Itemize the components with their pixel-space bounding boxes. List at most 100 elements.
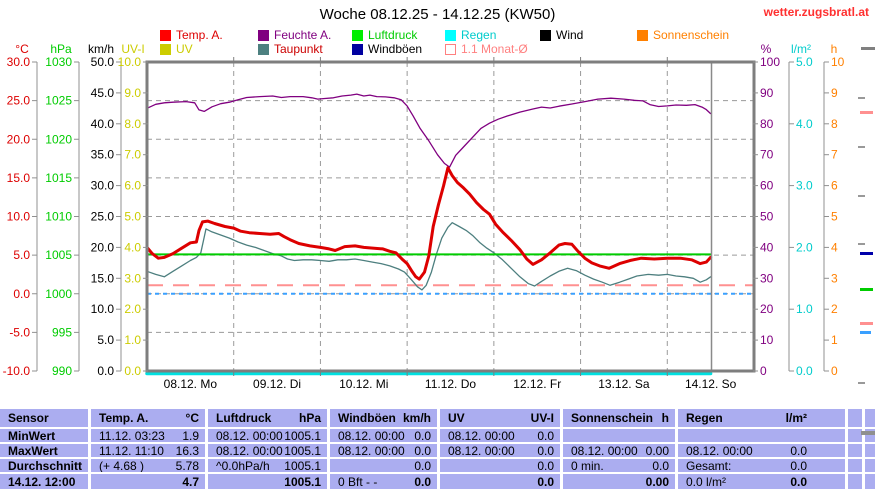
axis-tick-label: 3.0 (796, 179, 813, 193)
legend-item-temp-a-: Temp. A. (160, 28, 223, 42)
right-edge-marker (858, 382, 865, 384)
axis-tick-label: 5 (831, 210, 838, 224)
site-link[interactable]: wetter.zugsbratl.at (763, 5, 869, 19)
table-cell: Gesamt: 0.0 (678, 459, 845, 472)
table-cell-empty (848, 429, 862, 442)
axis-tick-label: 1.0 (796, 302, 813, 316)
axis-tick-label: 40.0 (91, 117, 115, 131)
axis-tick-label: 5.0 (796, 55, 813, 69)
legend-swatch-icon (445, 29, 456, 41)
axis-tick-label: 9 (831, 86, 838, 100)
axis-tick-label: 70 (760, 148, 774, 162)
table-cell: 4.7 (91, 474, 205, 489)
axis-tick-label: 45.0 (91, 86, 115, 100)
table-row-14-12-12-00: 14.12. 12:00 4.7 1005.1 0 Bft - -0.0 0.0 0.00… (0, 474, 875, 489)
axis-tick-label: 4.0 (124, 240, 141, 254)
page-title: Woche 08.12.25 - 14.12.25 (KW50) (319, 6, 556, 23)
legend-label: Sonnenschein (653, 28, 730, 42)
legend-label: Wind (556, 28, 584, 42)
axis-tick-label: 6 (831, 179, 838, 193)
series-taupunkt (146, 222, 712, 291)
x-day-label: 13.12. Sa (598, 377, 650, 391)
table-cell-empty (848, 459, 862, 472)
table-cell-empty (848, 409, 862, 427)
axis-tick-label: 100 (760, 55, 780, 69)
table-cell: 08.12. 00:00 1005.1 (208, 444, 327, 457)
axis-tick-label: 2.0 (796, 240, 813, 254)
x-day-label: 12.12. Fr (513, 377, 561, 391)
axis-tick-label: 1015 (45, 171, 72, 185)
axis-tick-label: 10 (760, 333, 774, 347)
axis-tick-label: 1005 (45, 248, 72, 262)
legend-swatch-icon (637, 29, 648, 41)
table-cell-empty (865, 459, 875, 472)
legend-item-uv: UV (160, 42, 193, 56)
table-cell (678, 429, 845, 442)
axis-tick-label: 5.0 (124, 210, 141, 224)
legend-item-wind: Wind (540, 28, 584, 42)
table-cell: 11.12. 03:23 1.9 (91, 429, 205, 442)
axis-lm2: l/m²5.0 4.0 3.0 2.0 1.0 0.0 (788, 42, 813, 378)
axis-title-temp: °C (15, 42, 29, 56)
right-edge-marker (861, 47, 875, 50)
x-day-label: 11.12. Do (425, 377, 476, 391)
axis-tick-label: 50 (760, 210, 774, 224)
right-edge-marker (858, 243, 865, 245)
legend-label: UV (176, 42, 193, 56)
table-cell-empty (865, 474, 875, 489)
axis-tick-label: 1 (831, 333, 838, 347)
table-cell: 08.12. 00:00 0.0 (678, 444, 845, 457)
legend-swatch-icon (258, 29, 269, 41)
axis-tick-label: 0.0 (13, 287, 30, 301)
axis-tick-label: 990 (52, 364, 72, 378)
axis-tick-label: 6.0 (124, 179, 141, 193)
axis-tick-label: 80 (760, 117, 774, 131)
axis-tick-label: 0 (831, 364, 838, 378)
axis-tick-label: 4.0 (796, 117, 813, 131)
legend-swatch-icon (352, 29, 363, 41)
right-edge-marker (858, 97, 865, 99)
legend-item-1-1-monat-: 1.1 Monat-Ø (445, 42, 528, 56)
axis-tick-label: 15.0 (7, 171, 31, 185)
axis-tick-label: 25.0 (7, 94, 31, 108)
table-cell-empty (865, 409, 875, 427)
axis-title-pct: % (761, 42, 772, 56)
x-day-label: 09.12. Di (253, 377, 301, 391)
table-cell: ^0.0hPa/h 1005.1 (208, 459, 327, 472)
series-feuchte-a- (146, 93, 712, 168)
legend-label: Regen (461, 28, 497, 42)
axis-tick-label: 2.0 (124, 302, 141, 316)
table-cell-empty (865, 429, 875, 442)
legend-swatch-icon (352, 43, 363, 55)
table-cell-empty (848, 474, 862, 489)
table-cell: 08.12. 00:00 0.0 (440, 444, 560, 457)
axis-tick-label: 0 (760, 364, 767, 378)
table-cell: Regen l/m² (678, 409, 845, 427)
axis-title-lm2: l/m² (791, 42, 811, 56)
table-cell: 08.12. 00:00 0.0 (330, 429, 437, 442)
axis-tick-label: 0.0 (97, 364, 114, 378)
legend-item-windb-en: Windböen (352, 42, 422, 56)
axis-tick-label: -5.0 (9, 325, 30, 339)
table-cell: Luftdruck hPa (208, 409, 327, 427)
table-cell: Sonnenschein h (563, 409, 675, 427)
axis-tick-label: -10.0 (3, 364, 31, 378)
legend-label: Luftdruck (368, 28, 418, 42)
series-temp-a- (145, 166, 713, 281)
table-cell: 1005.1 (208, 474, 327, 489)
gridlines (147, 62, 754, 371)
table-cell: 08.12. 00:00 0.0 (330, 444, 437, 457)
axis-tick-label: 20.0 (7, 132, 31, 146)
axis-tick-label: 5.0 (13, 248, 30, 262)
table-row-sensor: Sensor Temp. A. °C Luftdruck hPa Windböen km/h… (0, 409, 875, 427)
right-edge-marker (858, 195, 865, 197)
legend-label: Taupunkt (274, 42, 323, 56)
axis-tick-label: 0.0 (796, 364, 813, 378)
axis-tick-label: 10.0 (118, 55, 142, 69)
axis-tick-label: 60 (760, 179, 774, 193)
right-edge-marker (860, 322, 873, 325)
legend-item-regen: Regen (445, 28, 497, 42)
